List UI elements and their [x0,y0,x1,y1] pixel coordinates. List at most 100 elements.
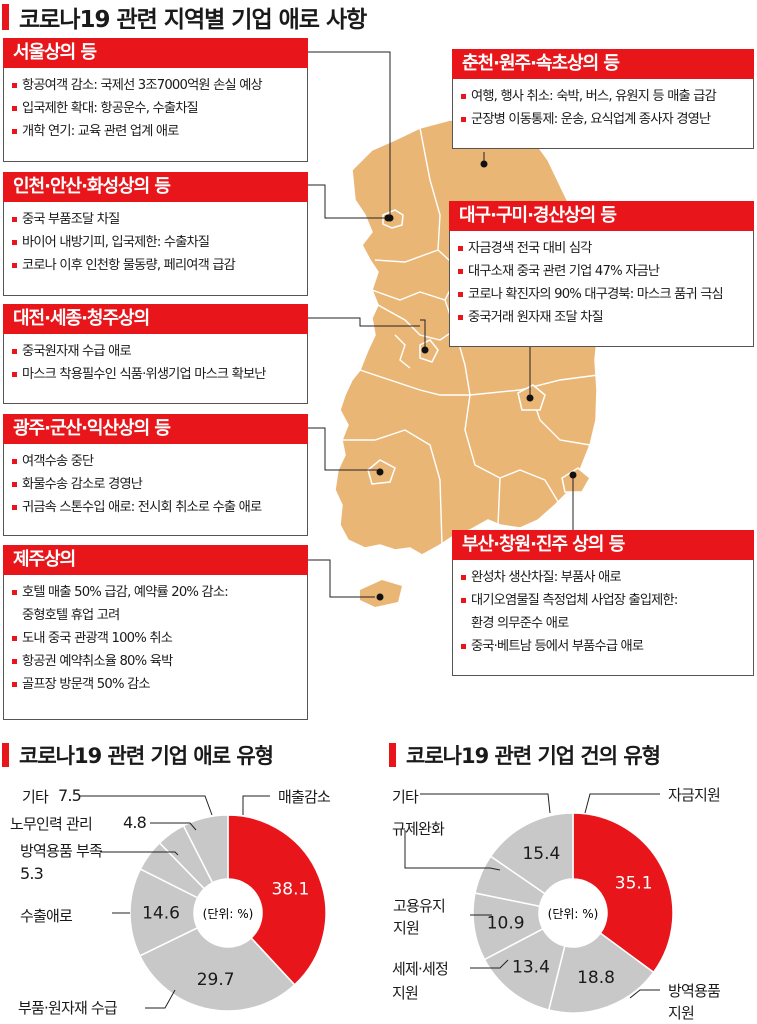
pie-slice-6 [489,812,574,895]
chart1-title-text: 코로나19 관련 기업 애로 유형 [19,744,274,768]
region-title: 광주·군산·익산상의 등 [3,414,308,444]
jeju-island [360,580,402,607]
pie-slice-6 [182,814,229,884]
region-item: 코로나 확진자의 90% 대구경북: 마스크 품귀 극심 [458,283,749,306]
leader-line [470,959,509,969]
region-item: 중국원자재 수급 애로 [12,340,303,363]
pie2-label: 지원 [668,1004,695,1022]
region-title: 대전·세종·청주상의 [3,304,308,334]
region-title: 대구·구미·경산상의 등 [449,201,754,231]
pie-slice-2 [138,926,296,1012]
pie1-label: 부품·원자재 수급 [18,999,118,1017]
region-card-seoul: 서울상의 등 항공여객 감소: 국제선 3조7000억원 손실 예상 입국제한 … [3,38,308,162]
unit-label: (단위: %) [548,907,599,921]
pie1-label: 노무인력 관리 [10,815,93,833]
leader-line [145,989,176,1009]
region-item: 도내 중국 관광객 100% 취소 [12,627,303,650]
leader-line [80,795,213,816]
region-item: 대기오염물질 측정업체 사업장 출입제한: [461,589,749,612]
pie2-label: 기타 [392,788,419,806]
pie1-label: 7.5 [58,786,82,805]
region-item: 개학 연기: 교육 관련 업계 애로 [12,120,303,143]
region-card-daejeon: 대전·세종·청주상의 중국원자재 수급 애로 마스크 착용필수인 식품·위생기업… [3,304,308,404]
pie1-label: 방역용품 부족 [20,842,103,860]
region-item: 중국·베트남 등에서 부품수급 애로 [461,635,749,658]
region-item: 완성차 생산차질: 부품사 애로 [461,566,749,589]
leader-line [100,851,179,856]
region-title: 춘천·원주·속초상의 등 [452,49,754,79]
region-card-daegu: 대구·구미·경산상의 등 자금경색 전국 대비 심각 대구소재 중국 관련 기업… [449,201,754,347]
region-card-gwangju: 광주·군산·익산상의 등 여객수송 중단 화물수송 감소로 경영난 귀금속 스톤… [3,414,308,536]
region-item: 골프장 방문객 50% 감소 [12,673,303,696]
region-item: 자금경색 전국 대비 심각 [458,237,749,260]
pie1-label: 4.8 [123,813,147,832]
region-item: 코로나 이후 인천항 물동량, 페리여객 급감 [12,254,303,277]
donut-hole [195,880,261,946]
pie1-label: 매출감소 [278,788,331,806]
pie-value-label: 29.7 [197,970,235,990]
pie2-label: 고용유지 [393,897,446,915]
leader-line [584,793,660,814]
leader-line [150,822,197,831]
location-dots [376,160,577,601]
unit-label: (단위: %) [203,907,254,921]
region-item: 중국 부품조달 차질 [12,208,303,231]
pie2-label: 지원 [392,984,419,1002]
pie-slice-1 [227,814,327,986]
region-title: 인천·안산·화성상의 등 [3,172,308,202]
region-item: 마스크 착용필수인 식품·위생기업 마스크 확보난 [12,363,303,386]
chart2-title-text: 코로나19 관련 기업 건의 유형 [406,744,661,768]
region-item: 입국제한 확대: 항공운수, 수출차질 [12,97,303,120]
title-bar-mark [2,743,9,767]
region-card-incheon: 인천·안산·화성상의 등 중국 부품조달 차질 바이어 내방기피, 입국제한: … [3,172,308,296]
region-item: 여행, 행사 취소: 숙박, 버스, 유원지 등 매출 급감 [461,85,749,108]
leader-line [404,830,501,871]
region-item: 바이어 내방기피, 입국제한: 수출차질 [12,231,303,254]
region-card-busan: 부산·창원·진주 상의 등 완성차 생산차질: 부품사 애로 대기오염물질 측정… [452,530,754,676]
pie2-label: 규제완화 [392,820,445,838]
leader-line [629,989,660,999]
main-title-text: 코로나19 관련 지역별 기업 애로 사항 [19,7,367,33]
pie-value-label: 15.4 [522,844,560,864]
pie-slice-2 [547,932,655,1014]
chart2-title: 코로나19 관련 기업 건의 유형 [387,740,661,770]
region-item: 군장병 이동통제: 운송, 요식업계 종사자 경영난 [461,108,749,131]
pie-value-label: 38.1 [271,880,309,900]
region-title: 제주상의 [3,545,308,575]
region-item: 환경 의무준수 애로 [471,616,569,631]
region-item: 항공권 예약취소율 80% 육박 [12,650,303,673]
region-item: 호텔 매출 50% 급감, 예약률 20% 감소: [12,581,303,604]
chart1-title: 코로나19 관련 기업 애로 유형 [0,740,274,770]
leader-line [242,795,270,815]
region-item: 귀금속 스톤수입 애로: 전시회 취소로 수출 애로 [12,496,303,519]
pie2-label: 방역용품 [668,982,721,1000]
region-item: 중형호텔 휴업 고려 [22,608,120,623]
region-card-chuncheon: 춘천·원주·속초상의 등 여행, 행사 취소: 숙박, 버스, 유원지 등 매출… [452,49,754,149]
region-card-jeju: 제주상의 호텔 매출 50% 급감, 예약률 20% 감소: 중형호텔 휴업 고… [3,545,308,720]
pie1-label: 기타 [22,788,49,806]
pie2-label: 세제·세정 [392,960,449,978]
region-title: 부산·창원·진주 상의 등 [452,530,754,560]
region-item: 중국거래 원자재 조달 차질 [458,306,749,329]
region-item: 화물수송 감소로 경영난 [12,473,303,496]
pie-value-label: 10.9 [487,914,525,934]
region-item: 대구소재 중국 관련 기업 47% 자금난 [458,260,749,283]
pie-value-label: 35.1 [615,873,653,893]
region-item: 항공여객 감소: 국제선 3조7000억원 손실 예상 [12,74,303,97]
busan-shape [561,467,591,493]
pie1-label: 5.3 [20,864,44,883]
region-title: 서울상의 등 [3,38,308,68]
pie2-label: 자금지원 [668,786,721,804]
pie-value-label: 14.6 [142,904,180,924]
title-bar-mark [389,743,396,767]
main-title: 코로나19 관련 지역별 기업 애로 사항 [0,0,367,34]
pie1-label: 수출애로 [20,907,73,925]
region-item: 여객수송 중단 [12,450,303,473]
pie2-label: 지원 [393,919,420,937]
pie-slice-1 [572,812,674,974]
pie-value-label: 13.4 [512,957,550,977]
leader-line [420,793,551,814]
pie-value-label: 18.8 [577,968,615,988]
